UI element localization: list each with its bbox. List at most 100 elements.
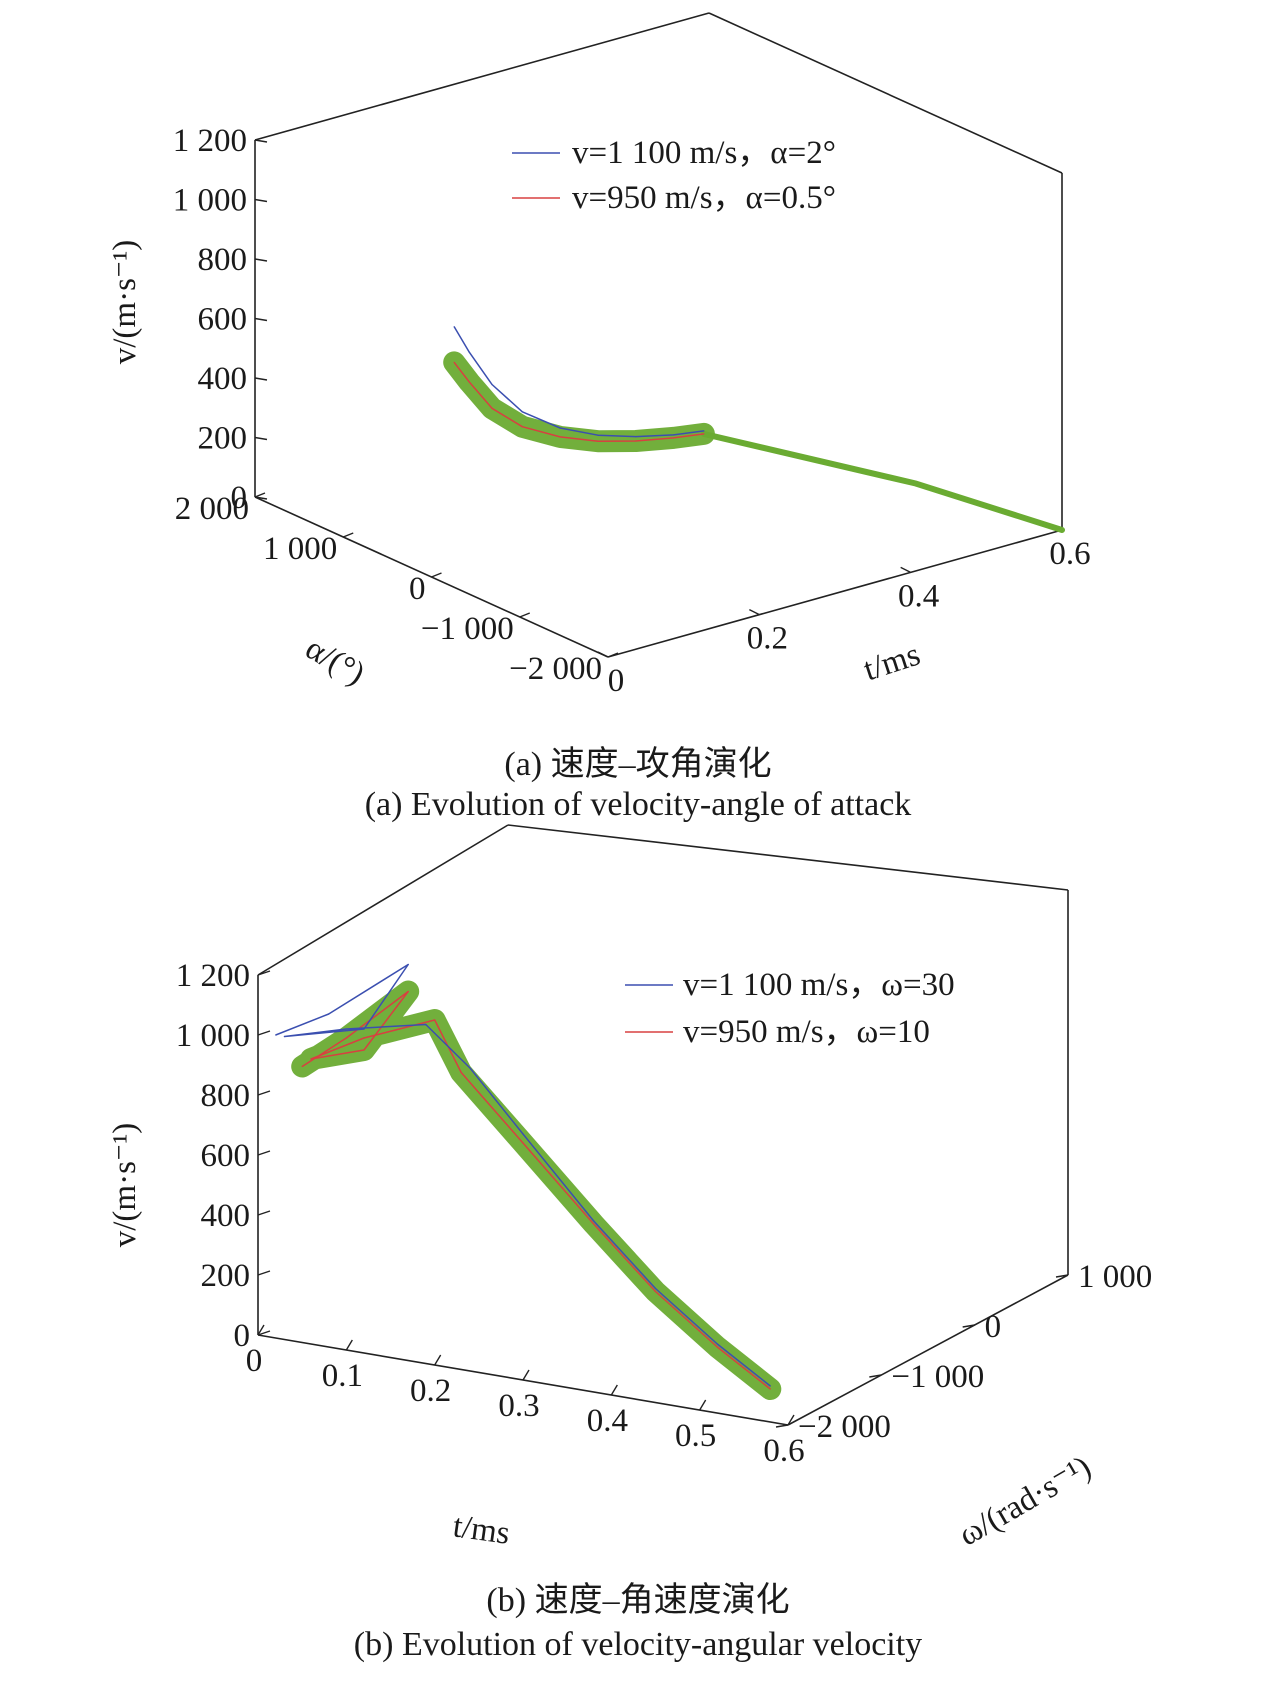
chart-a-legend: v=1 100 m/s，α=2° v=950 m/s，α=0.5° xyxy=(512,135,836,216)
chart-b-z-tick xyxy=(257,1090,271,1096)
chart-a-z-tick xyxy=(254,496,268,500)
chart-a-y-tick xyxy=(254,492,266,498)
chart-b-y-tick-label: −2 000 xyxy=(798,1409,891,1445)
chart-a-series-2-point xyxy=(453,361,455,363)
chart-b-series-2-point xyxy=(460,1071,462,1074)
chart-a-series-2-point xyxy=(468,381,470,383)
chart-a-z-tick-label: 1 200 xyxy=(173,123,247,159)
chart-b-x-tick xyxy=(257,1324,265,1336)
chart-b-x-tick-label: 0.1 xyxy=(322,1358,363,1394)
chart-a-z-tick xyxy=(254,436,268,441)
chart-b-legend: v=1 100 m/s，ω=30 v=950 m/s，ω=10 xyxy=(625,967,955,1050)
chart-a-z-tick xyxy=(254,317,268,322)
chart-a-box xyxy=(254,12,1063,658)
chart-b-z-tick xyxy=(257,1150,271,1156)
chart-a-z-tick-label: 0 xyxy=(231,480,248,516)
chart-a-ticks: 0 200 400 600 800 1 000 1 200 2 000 1 000 0 −1 000… xyxy=(173,123,1091,699)
chart-a-x-tick xyxy=(597,651,609,658)
chart-a-caption-en: (a) Evolution of velocity-angle of attac… xyxy=(364,786,912,823)
chart-panel-b: 0 200 400 600 800 1 000 1 200 0 0.1 0.2 0.3 0.4 0.5 0… xyxy=(0,824,1276,1698)
chart-a-series-2-point xyxy=(673,437,675,439)
chart-b-x-tick xyxy=(345,1339,353,1351)
chart-a-series xyxy=(443,326,1065,533)
chart-b-legend-label-1: v=1 100 m/s，ω=30 xyxy=(683,967,955,1003)
chart-b-z-tick-label: 200 xyxy=(201,1258,251,1294)
chart-b-z-tick xyxy=(257,970,271,976)
chart-a-band-tail xyxy=(700,430,1065,533)
chart-a-box-edge-4 xyxy=(254,12,710,141)
chart-a-z-tick-label: 400 xyxy=(198,361,248,397)
chart-b-series-2-point xyxy=(769,1388,771,1390)
chart-b-y-tick xyxy=(1055,1274,1069,1278)
chart-b-box-edge-5 xyxy=(507,824,1069,891)
chart-b-x-tick xyxy=(522,1369,530,1381)
chart-b-series-1-point xyxy=(716,1343,718,1345)
chart-b-x-tick xyxy=(699,1399,707,1411)
chart-a-y-tick xyxy=(607,652,619,658)
chart-b-series-2-point xyxy=(310,1058,312,1060)
chart-b-y-tick xyxy=(962,1324,975,1328)
chart-b-series-1-point xyxy=(425,1023,427,1026)
chart-b-y-tick xyxy=(775,1424,789,1428)
chart-b-box-edge-2 xyxy=(787,1274,1069,1426)
chart-b-series-2-point xyxy=(363,1049,365,1051)
chart-a-series-1-point xyxy=(521,411,523,413)
chart-b-y-tick xyxy=(869,1374,882,1378)
chart-a-y-tick-label: −2 000 xyxy=(509,651,602,687)
chart-a-y-tick-label: 0 xyxy=(409,571,426,607)
chart-b-ticks: 0 200 400 600 800 1 000 1 200 0 0.1 0.2 0.3 0.4 0.5 0… xyxy=(176,958,1153,1469)
chart-b-series-1-point xyxy=(522,1133,524,1135)
chart-b-series xyxy=(275,963,782,1400)
chart-b-z-tick-label: 600 xyxy=(201,1138,251,1174)
chart-a-legend-label-1: v=1 100 m/s，α=2° xyxy=(572,135,836,171)
chart-b-z-tick xyxy=(257,1270,271,1276)
chart-a-z-axis-label: v/(m·s⁻¹) xyxy=(107,240,143,364)
chart-a-series-1-point xyxy=(673,434,675,436)
chart-b-z-tick-label: 1 200 xyxy=(176,958,250,994)
chart-b-z-tick-label: 0 xyxy=(234,1318,251,1354)
chart-panel-a: 0 200 400 600 800 1 000 1 200 2 000 1 000 0 −1 000… xyxy=(107,12,1091,823)
chart-b-y-tick-label: −1 000 xyxy=(891,1359,984,1395)
chart-b-series-2-point xyxy=(407,990,409,993)
chart-b-x-tick-label: 0.6 xyxy=(763,1433,804,1469)
chart-a-z-tick xyxy=(254,258,268,262)
chart-a-series-2-point xyxy=(597,440,599,442)
chart-a-series-1-point xyxy=(491,383,493,386)
chart-a-z-tick-label: 200 xyxy=(198,421,248,457)
chart-b-series-1-point xyxy=(469,1067,471,1069)
chart-b-z-tick xyxy=(257,1210,271,1216)
chart-b-series-1-point xyxy=(769,1385,771,1387)
chart-a-x-tick-label: 0.6 xyxy=(1049,536,1090,572)
chart-a-series-1-point xyxy=(559,427,561,429)
chart-b-z-tick-label: 1 000 xyxy=(176,1018,250,1054)
chart-a-y-tick xyxy=(431,572,442,578)
chart-b-x-tick-label: 0 xyxy=(246,1343,263,1379)
chart-b-y-axis-label: ω/(rad·s⁻¹) xyxy=(953,1449,1098,1553)
chart-b-series-2-point xyxy=(363,1037,365,1039)
chart-a-series-2-point xyxy=(491,407,493,409)
chart-a-series-1-point xyxy=(703,430,705,432)
chart-a-series-2-band xyxy=(443,351,715,453)
chart-a-x-tick xyxy=(900,566,911,573)
chart-a-y-tick-label: 2 000 xyxy=(175,491,249,527)
chart-a-y-tick xyxy=(342,532,354,538)
chart-a-series-2-point xyxy=(521,426,523,428)
chart-b-x-tick-label: 0.2 xyxy=(410,1373,451,1409)
chart-b-plot: 0 200 400 600 800 1 000 1 200 0 0.1 0.2 0.3 0.4 0.5 0… xyxy=(107,824,1153,1553)
chart-b-caption-cn: (b) 速度–角速度演化 xyxy=(486,1582,790,1619)
chart-b-series-2-point xyxy=(301,1065,303,1068)
chart-a-y-tick-label: 1 000 xyxy=(263,531,337,567)
chart-a-x-tick-label: 0.2 xyxy=(747,621,788,657)
chart-a-x-axis-label: t/ms xyxy=(859,637,924,689)
chart-a-z-tick-label: 800 xyxy=(198,242,248,278)
chart-b-y-tick-label: 1 000 xyxy=(1078,1259,1152,1295)
chart-a-z-tick xyxy=(254,377,268,381)
chart-b-y-tick-label: 0 xyxy=(985,1309,1002,1345)
chart-b-z-tick xyxy=(257,1030,271,1036)
chart-b-box-edge-4 xyxy=(257,824,509,976)
chart-a-x-tick xyxy=(749,609,760,616)
chart-a-y-tick xyxy=(519,612,531,618)
chart-a-y-axis-label: α/(°) xyxy=(299,630,370,692)
chart-b-z-axis-label: v/(m·s⁻¹) xyxy=(107,1123,143,1247)
chart-b-x-tick xyxy=(434,1354,442,1366)
